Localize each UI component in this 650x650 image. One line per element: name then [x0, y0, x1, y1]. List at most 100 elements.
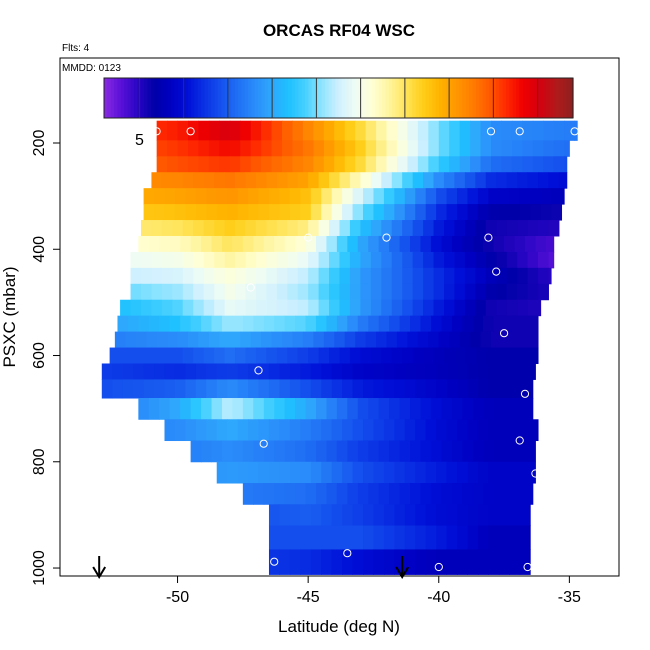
heatmap-cell — [511, 120, 523, 141]
colorbar-segment — [241, 78, 246, 118]
heatmap-cell — [308, 220, 320, 237]
heatmap-cell — [329, 220, 340, 237]
heatmap-cell — [553, 140, 565, 157]
heatmap-cell — [446, 504, 458, 527]
heatmap-cell — [305, 440, 317, 463]
heatmap-cell — [423, 283, 435, 301]
colorbar-segment — [117, 78, 122, 118]
colorbar-segment — [449, 78, 453, 118]
colorbar-segment — [154, 78, 159, 118]
heatmap-cell — [133, 363, 145, 380]
heatmap-cell — [451, 440, 463, 463]
heatmap-cell — [211, 235, 223, 253]
colorbar-segment — [294, 78, 299, 118]
heatmap-cell — [485, 283, 497, 301]
colorbar-segment — [462, 78, 467, 118]
heatmap-cell — [391, 347, 403, 364]
y-tick-label: 600 — [31, 342, 48, 369]
heatmap-cell — [232, 315, 244, 333]
heatmap-cell — [221, 315, 233, 333]
heatmap-cell — [519, 504, 531, 527]
heatmap-cell — [331, 461, 343, 484]
heatmap-cell — [412, 220, 424, 237]
heatmap-cell — [125, 331, 137, 349]
heatmap-cell — [151, 299, 163, 317]
heatmap-cell — [268, 363, 280, 380]
heatmap-cell — [524, 235, 536, 253]
heatmap-cell — [321, 461, 333, 484]
heatmap-cell — [245, 251, 257, 269]
heatmap-cell — [436, 549, 448, 575]
colorbar-segment — [556, 78, 561, 118]
heatmap-cell — [407, 156, 419, 173]
heatmap-cell — [276, 220, 288, 237]
heatmap-cell — [457, 379, 468, 399]
heatmap-cell — [423, 172, 435, 189]
heatmap-cell — [363, 419, 374, 442]
heatmap-cell — [266, 267, 278, 285]
heatmap-cell — [279, 379, 291, 399]
heatmap-cell — [282, 120, 293, 141]
heatmap-cell — [548, 172, 560, 189]
colorbar-segment — [432, 78, 437, 118]
heatmap-cell — [245, 220, 257, 237]
heatmap-cell — [383, 525, 395, 550]
heatmap-cell — [349, 283, 361, 301]
heatmap-cell — [274, 315, 286, 333]
heatmap-cell — [506, 251, 518, 269]
heatmap-cell — [373, 549, 385, 575]
heatmap-cell — [410, 235, 421, 253]
heatmap-cell — [488, 379, 500, 399]
heatmap-cell — [368, 315, 380, 333]
heatmap-cell — [457, 363, 468, 380]
heatmap-cell — [370, 172, 382, 189]
heatmap-cell — [227, 379, 239, 399]
flight-marker — [246, 283, 255, 292]
heatmap-cell — [310, 188, 322, 205]
heatmap-cell — [412, 267, 424, 285]
colorbar-segment — [184, 78, 189, 118]
heatmap-cell — [493, 398, 505, 420]
heatmap-cell — [206, 363, 218, 380]
heatmap-cell — [342, 204, 354, 221]
heatmap-cell — [519, 379, 531, 399]
heatmap-cell — [206, 204, 218, 221]
heatmap-cell — [190, 235, 202, 253]
colorbar-segment — [509, 78, 514, 118]
heatmap-cell — [347, 483, 359, 505]
heatmap-cell — [449, 331, 461, 349]
heatmap-cell — [530, 379, 534, 399]
heatmap-cell — [266, 283, 278, 301]
heatmap-cell — [441, 440, 453, 463]
colorbar-segment — [516, 78, 520, 118]
heatmap-cell — [488, 525, 500, 550]
colorbar-segment — [442, 78, 447, 118]
heatmap-cell — [493, 235, 505, 253]
colorbar-segment — [160, 78, 165, 118]
heatmap-cell — [329, 172, 340, 189]
heatmap-cell — [378, 483, 390, 505]
heatmap-cell — [240, 140, 252, 157]
heatmap-cell — [182, 299, 194, 317]
heatmap-cell — [214, 347, 226, 364]
heatmap-cell — [394, 549, 406, 575]
heatmap-cell — [300, 204, 312, 221]
heatmap-cell — [245, 299, 257, 317]
heatmap-cell — [336, 483, 348, 505]
heatmap-cell — [399, 440, 411, 463]
heatmap-cell — [402, 267, 414, 285]
heatmap-cell — [302, 140, 314, 157]
colorbar-segment — [201, 78, 206, 118]
heatmap-cell — [342, 419, 354, 442]
y-axis-label: PSXC (mbar) — [0, 266, 19, 367]
heatmap-cell — [389, 440, 401, 463]
heatmap-cell — [261, 331, 273, 349]
heatmap-cell — [300, 379, 312, 399]
heatmap-cell — [227, 461, 239, 484]
heatmap-cell — [255, 347, 267, 364]
heatmap-cell — [394, 504, 406, 527]
heatmap-cell — [279, 504, 291, 527]
flight-marker — [270, 557, 279, 566]
heatmap-cell — [292, 140, 304, 157]
heatmap-cell — [498, 419, 510, 442]
